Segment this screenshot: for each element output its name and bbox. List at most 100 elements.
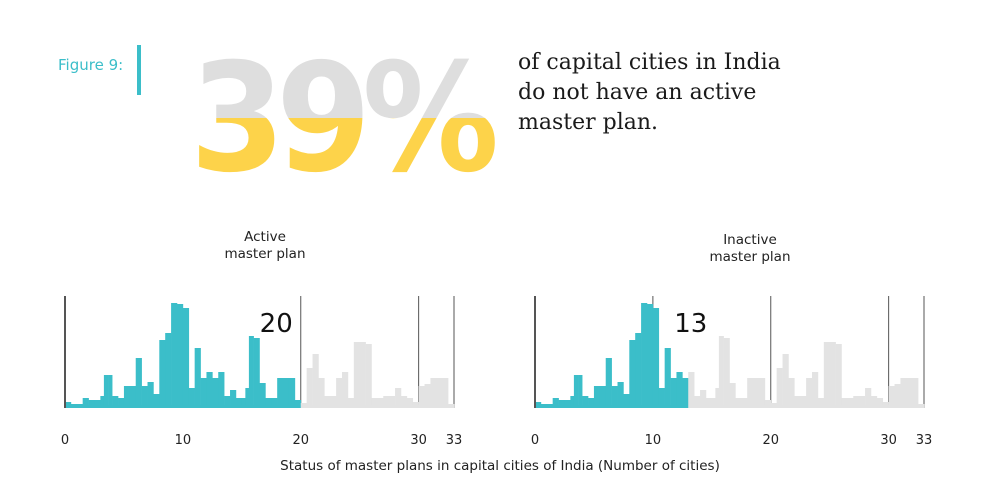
skyline-bar: [395, 388, 402, 408]
skyline-bar: [715, 388, 720, 408]
skyline-bar: [593, 386, 601, 408]
skyline-bar: [224, 396, 231, 408]
skyline-bar: [711, 398, 716, 408]
skyline-bar: [253, 338, 260, 408]
highlight-band: [535, 405, 689, 408]
skyline-bar: [147, 382, 154, 408]
skyline-bar: [900, 378, 913, 408]
skyline-bar: [94, 400, 101, 408]
panel-title-inactive: Inactive master plan: [709, 232, 791, 265]
skyline-bar: [806, 378, 813, 408]
skyline-bar: [424, 384, 431, 408]
skyline-bar: [271, 398, 278, 408]
skyline-bar: [635, 333, 642, 408]
x-tick-label: 30: [880, 433, 897, 448]
skyline-bar: [306, 368, 313, 408]
skyline-bar: [129, 386, 137, 408]
skyline-bar: [876, 398, 884, 408]
skyline-bar: [629, 340, 636, 408]
skyline-bar: [400, 396, 408, 408]
x-tick-label: 10: [175, 433, 192, 448]
baseline-band: [535, 405, 924, 408]
x-axis-label: Status of master plans in capital cities…: [280, 458, 720, 474]
skyline-bar: [865, 388, 872, 408]
value-label: 13: [674, 309, 707, 339]
skyline-bar: [118, 398, 125, 408]
skyline-bar: [353, 342, 360, 408]
big-stat: 39% 39%: [190, 20, 500, 180]
x-tick-label: 20: [762, 433, 779, 448]
skyline-bar: [159, 340, 166, 408]
skyline-bar: [359, 342, 366, 408]
skyline-bar: [782, 354, 789, 408]
x-tick-label: 33: [446, 433, 463, 448]
skyline-bar: [248, 336, 254, 408]
skyline-bar: [347, 398, 355, 408]
skyline-bar: [729, 383, 736, 408]
skyline-bar: [230, 390, 237, 408]
skyline-bar: [312, 354, 319, 408]
x-tick-label: 10: [645, 433, 662, 448]
skyline-bar: [623, 394, 630, 408]
big-stat-text-fill: 39%: [190, 32, 495, 180]
skyline-bar: [741, 398, 748, 408]
skyline-bar: [652, 308, 660, 408]
chart-inactive: 13 0 10 20 30 33: [520, 290, 950, 459]
skyline-bar: [870, 396, 878, 408]
skyline-bar: [912, 378, 919, 408]
skyline-bar: [259, 383, 266, 408]
skyline-bar: [176, 304, 184, 408]
skyline-bar: [617, 382, 624, 408]
skyline-bar: [682, 378, 689, 408]
skyline-bar: [206, 372, 213, 408]
skyline-bar: [670, 378, 677, 408]
skyline-bar: [894, 384, 901, 408]
skyline-bar: [103, 375, 109, 408]
skyline-bar: [82, 398, 89, 408]
x-tick-label: 33: [916, 433, 933, 448]
skyline-bar: [100, 396, 105, 408]
skyline-bar: [658, 388, 665, 408]
skyline-bar: [582, 396, 589, 408]
skyline-bar: [605, 358, 612, 408]
skyline-bar: [371, 398, 384, 408]
skyline-bar: [135, 358, 142, 408]
x-tick-label: 0: [61, 433, 69, 448]
x-tick-label: 20: [292, 433, 309, 448]
value-label: 20: [260, 309, 293, 339]
skyline-bar: [694, 396, 701, 408]
skyline-bar: [764, 400, 772, 408]
skyline-bar: [153, 394, 160, 408]
skyline-bar: [578, 375, 583, 408]
skyline-bar: [112, 396, 119, 408]
skyline-bar: [564, 400, 571, 408]
skyline-bar: [188, 388, 195, 408]
skyline-bar: [688, 372, 695, 408]
skyline-bar: [200, 378, 207, 408]
skyline-bar: [676, 372, 683, 408]
skyline-bar: [588, 398, 595, 408]
skyline-bar: [430, 378, 443, 408]
skyline-bar: [365, 344, 372, 408]
skyline-bar: [336, 378, 343, 408]
skyline-bar: [194, 348, 201, 408]
skyline-bar: [235, 398, 243, 408]
skyline-bar: [442, 378, 449, 408]
skyline-bar: [573, 375, 579, 408]
skyline-bar: [171, 303, 178, 408]
skyline-bar: [165, 333, 172, 408]
skyline-bar: [723, 338, 730, 408]
skyline-bar: [552, 398, 559, 408]
skyline-bar: [570, 396, 575, 408]
skyline-bar: [599, 386, 607, 408]
skyline-bar: [611, 386, 618, 408]
panel-title-active: Active master plan: [224, 229, 306, 262]
skyline-bar: [646, 304, 654, 408]
skyline-bar: [758, 378, 766, 408]
skyline-bar: [705, 398, 713, 408]
skyline-bar: [245, 388, 250, 408]
skyline-bar: [888, 386, 895, 408]
headline: of capital cities in India do not have a…: [518, 50, 781, 135]
skyline-bar: [123, 386, 131, 408]
figure-label: Figure 9:: [58, 56, 124, 74]
